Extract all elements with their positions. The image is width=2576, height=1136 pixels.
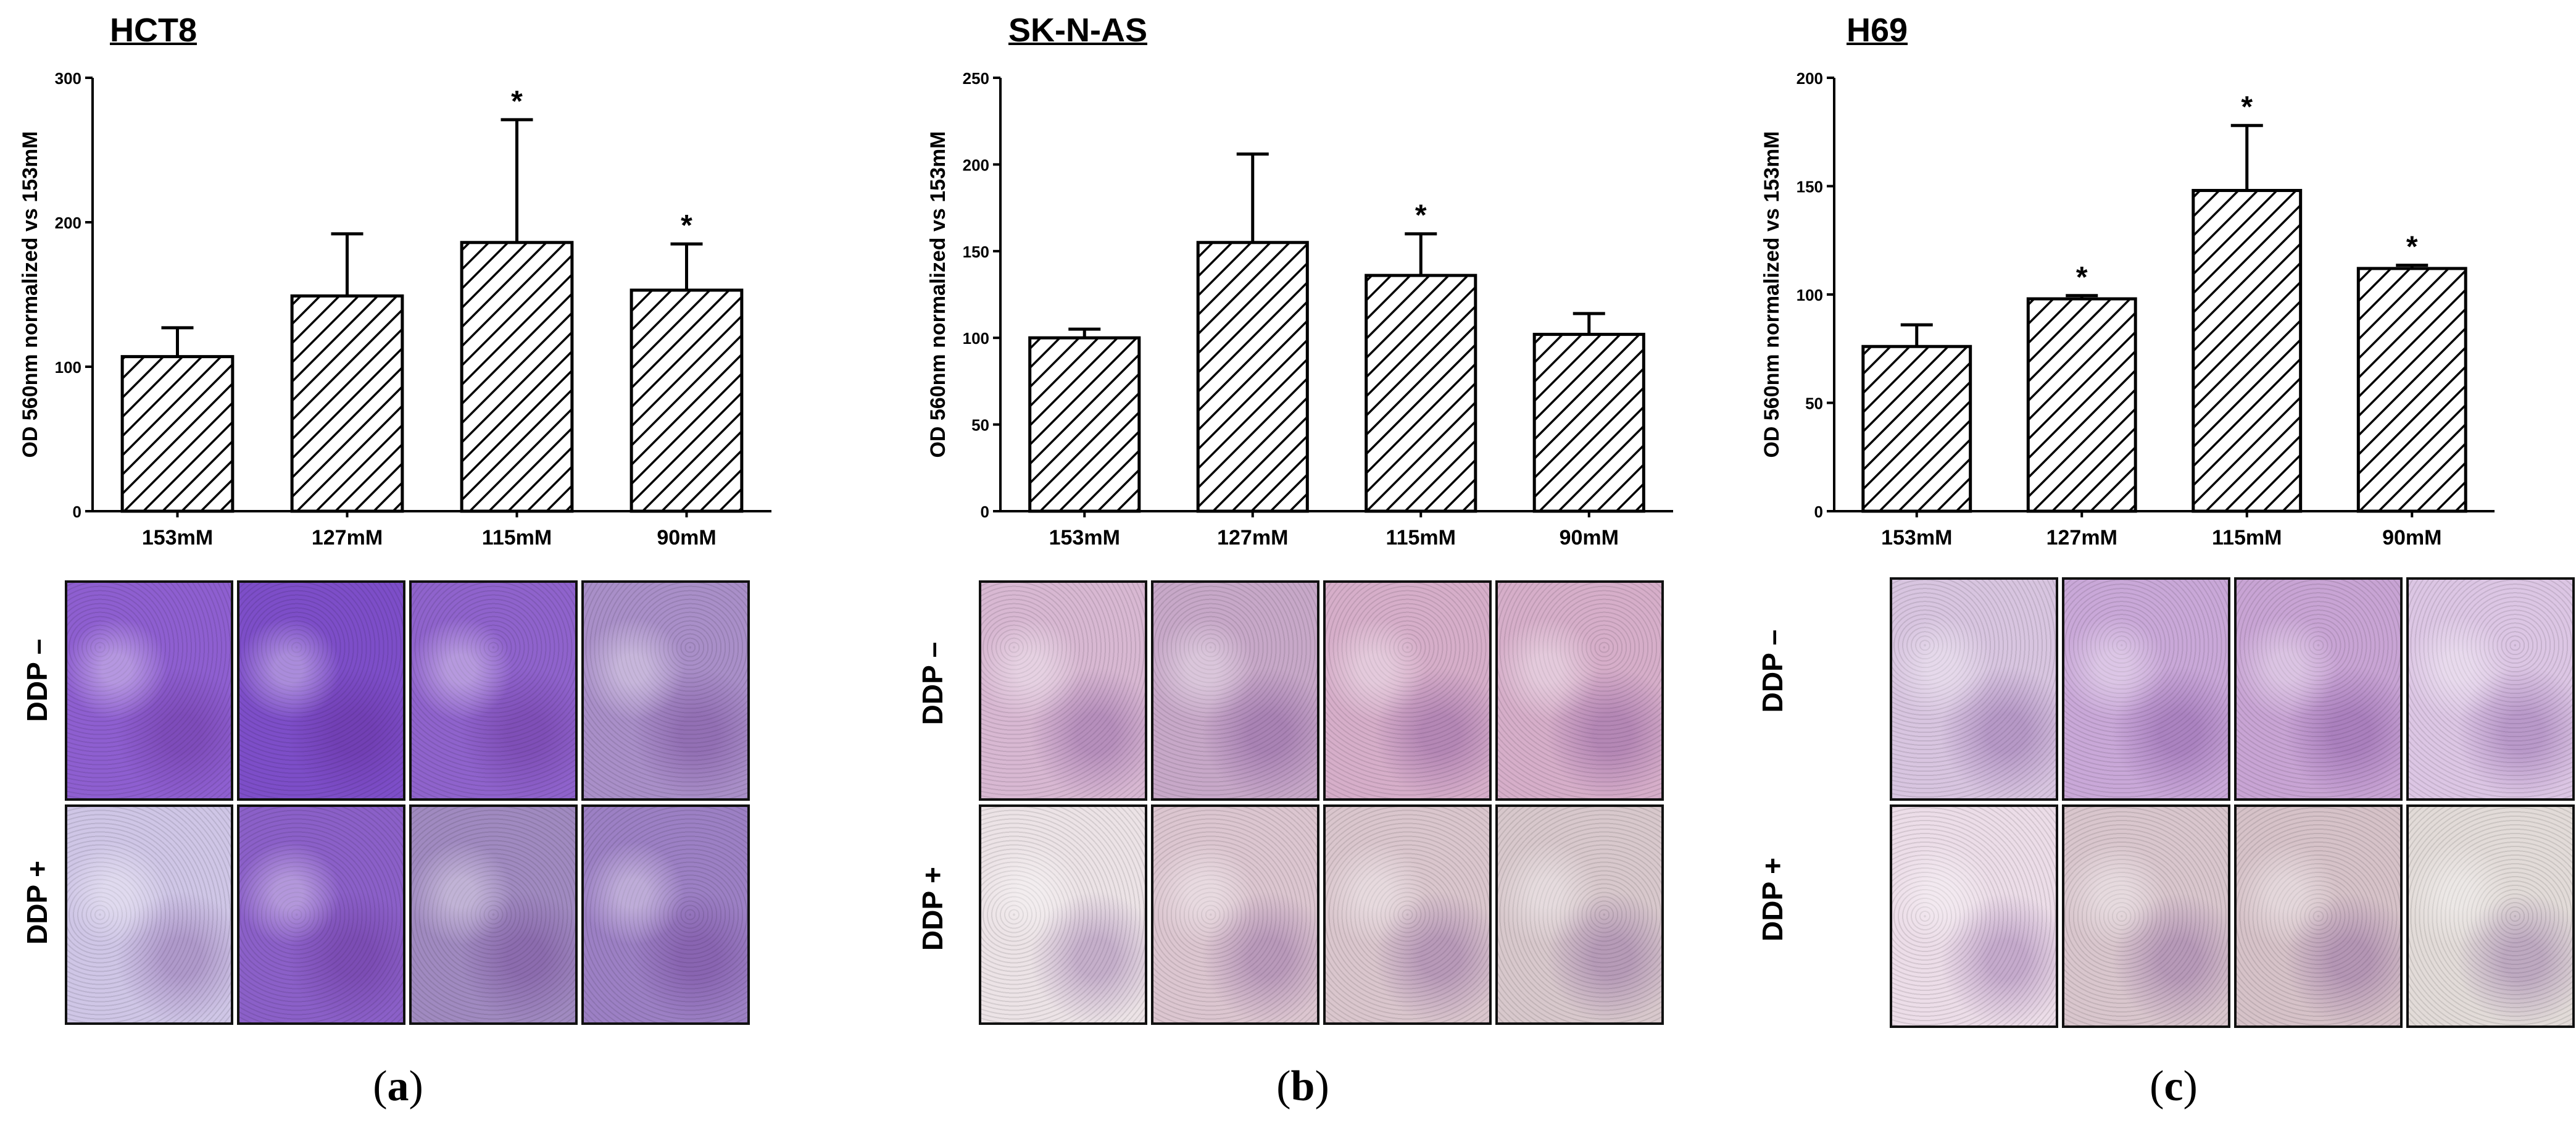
micrograph-image [581,804,750,1025]
chart-title: H69 [1847,12,1908,49]
panel-caption: (c) [2150,1063,2198,1110]
significance-marker: * [2241,91,2253,123]
chart-title: SK-N-AS [1008,12,1147,49]
row-label-ddp-minus: DDP – [1756,629,1789,713]
y-axis-label: OD 560nm normalized vs 153mM [926,131,950,457]
micrograph-image [2062,804,2230,1028]
micrograph-image [409,580,578,801]
y-tick-label: 300 [55,69,81,88]
x-tick-label: 90mM [657,526,716,549]
micrograph-grid [1890,577,2575,1028]
panel-a: HCT8 0 100 200 300 OD 560nm normalized vs 15… [0,0,858,1136]
bar-chart-hct8: 0 100 200 300 OD 560nm normalized vs 153mM 15… [19,69,771,549]
y-tick-label: 100 [55,358,81,377]
micrograph-image [1151,580,1319,801]
micrograph-image [1495,804,1664,1025]
x-tick-label: 127mM [1217,526,1288,549]
y-tick-label: 0 [73,503,81,521]
x-tick-label: 153mM [1881,526,1952,549]
micrograph-image [1323,804,1492,1025]
significance-marker: * [1415,199,1427,232]
y-tick-label: 150 [963,243,989,261]
micrograph-image [979,804,1147,1025]
bar [2356,267,2467,513]
micrograph-grid [979,580,1664,1025]
bar [1861,345,1972,513]
x-tick-label: 115mM [1386,526,1456,549]
micrograph-image [1151,804,1319,1025]
bar [290,294,404,513]
bar-chart-sk-n-as: 0 50 100 150 200 250 OD 560nm normalized vs 15… [926,69,1673,549]
x-tick-label: 115mM [2212,526,2282,549]
micrograph-image [65,804,233,1025]
x-tick-label: 153mM [1049,526,1120,549]
x-tick-label: 90mM [2382,526,2441,549]
micrograph-image [2062,577,2230,801]
panel-caption: (b) [1276,1063,1329,1110]
chart-title: HCT8 [110,12,197,49]
y-tick-label: 50 [971,416,989,435]
x-tick-label: 127mM [312,526,383,549]
micrograph-image [237,804,405,1025]
bar [1532,333,1645,513]
micrograph-image [979,580,1147,801]
y-tick-label: 100 [1797,286,1823,304]
y-axis-label: OD 560nm normalized vs 153mM [1760,131,1784,457]
y-tick-label: 0 [1814,503,1823,521]
x-tick-label: 153mM [142,526,213,549]
micrograph-image [1890,577,2058,801]
row-label-ddp-minus: DDP – [916,641,949,725]
micrograph-image [2406,804,2575,1028]
bar [2192,189,2303,513]
y-axis-label: OD 560nm normalized vs 153mM [19,131,42,457]
y-tick-label: 200 [55,214,81,232]
y-tick-label: 100 [963,329,989,348]
micrograph-image [2234,577,2403,801]
significance-marker: * [2406,231,2418,264]
bar [629,288,744,513]
x-tick-label: 127mM [2046,526,2117,549]
x-tick-label: 90mM [1560,526,1619,549]
micrograph-image [65,580,233,801]
y-tick-label: 200 [1797,69,1823,88]
significance-marker: * [681,209,692,242]
bar [120,355,235,513]
bar [2026,297,2137,513]
row-label-ddp-minus: DDP – [21,638,53,722]
bar-chart-h69: 0 50 100 150 200 OD 560nm normalized vs 153mM… [1760,69,2495,549]
row-label-ddp-plus: DDP + [21,861,53,945]
micrograph-image [1890,804,2058,1028]
bar [1028,336,1141,513]
row-label-ddp-plus: DDP + [1756,858,1789,942]
panel-caption: (a) [373,1063,423,1110]
micrograph-image [1323,580,1492,801]
row-label-ddp-plus: DDP + [916,867,949,951]
y-tick-label: 250 [963,69,989,88]
bar [460,241,574,513]
micrograph-image [2406,577,2575,801]
micrograph-grid [65,580,750,1025]
x-tick-label: 115mM [482,526,552,549]
y-tick-label: 150 [1797,178,1823,196]
panel-b: SK-N-AS 0 50 100 150 200 250 OD 560nm normaliz… [858,0,1717,1136]
bar [1365,274,1477,513]
panel-c: H69 0 50 100 150 200 OD 560nm normalized vs 1… [1717,0,2575,1136]
micrograph-image [409,804,578,1025]
micrograph-image [1495,580,1664,801]
significance-marker: * [511,85,523,118]
bar [1196,241,1309,513]
micrograph-image [2234,804,2403,1028]
y-tick-label: 50 [1805,395,1823,413]
significance-marker: * [2076,261,2088,294]
micrograph-image [237,580,405,801]
micrograph-image [581,580,750,801]
y-tick-label: 200 [963,156,989,174]
y-tick-label: 0 [981,503,989,521]
